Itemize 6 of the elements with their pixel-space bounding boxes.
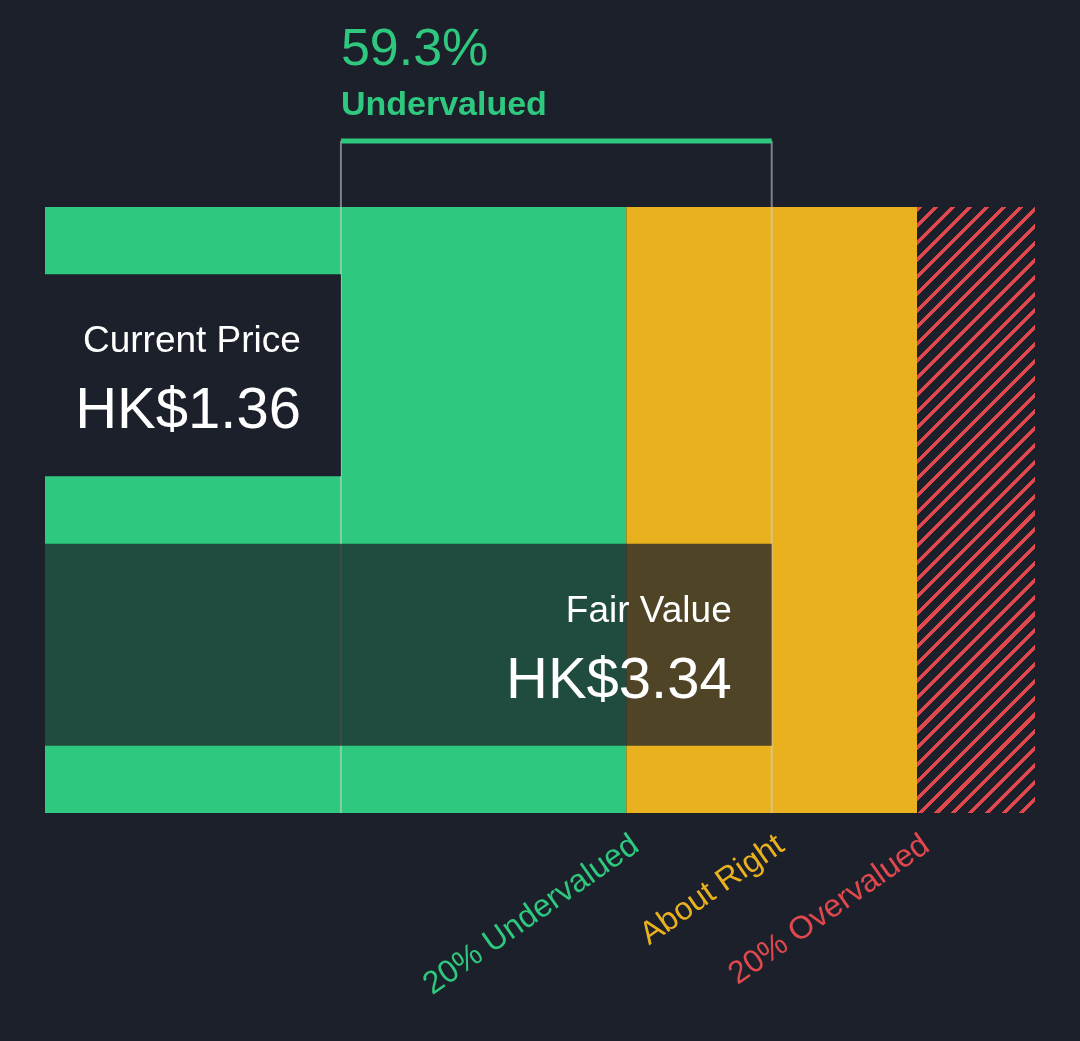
y-tick-label: Fair Value [565,588,732,630]
data-label: HK$1.36 [75,375,301,441]
text: Undervalued [340,84,547,122]
text: 59.3% [340,18,489,76]
data-label: HK$3.34 [506,644,732,710]
y-tick-label: Current Price [82,319,301,361]
